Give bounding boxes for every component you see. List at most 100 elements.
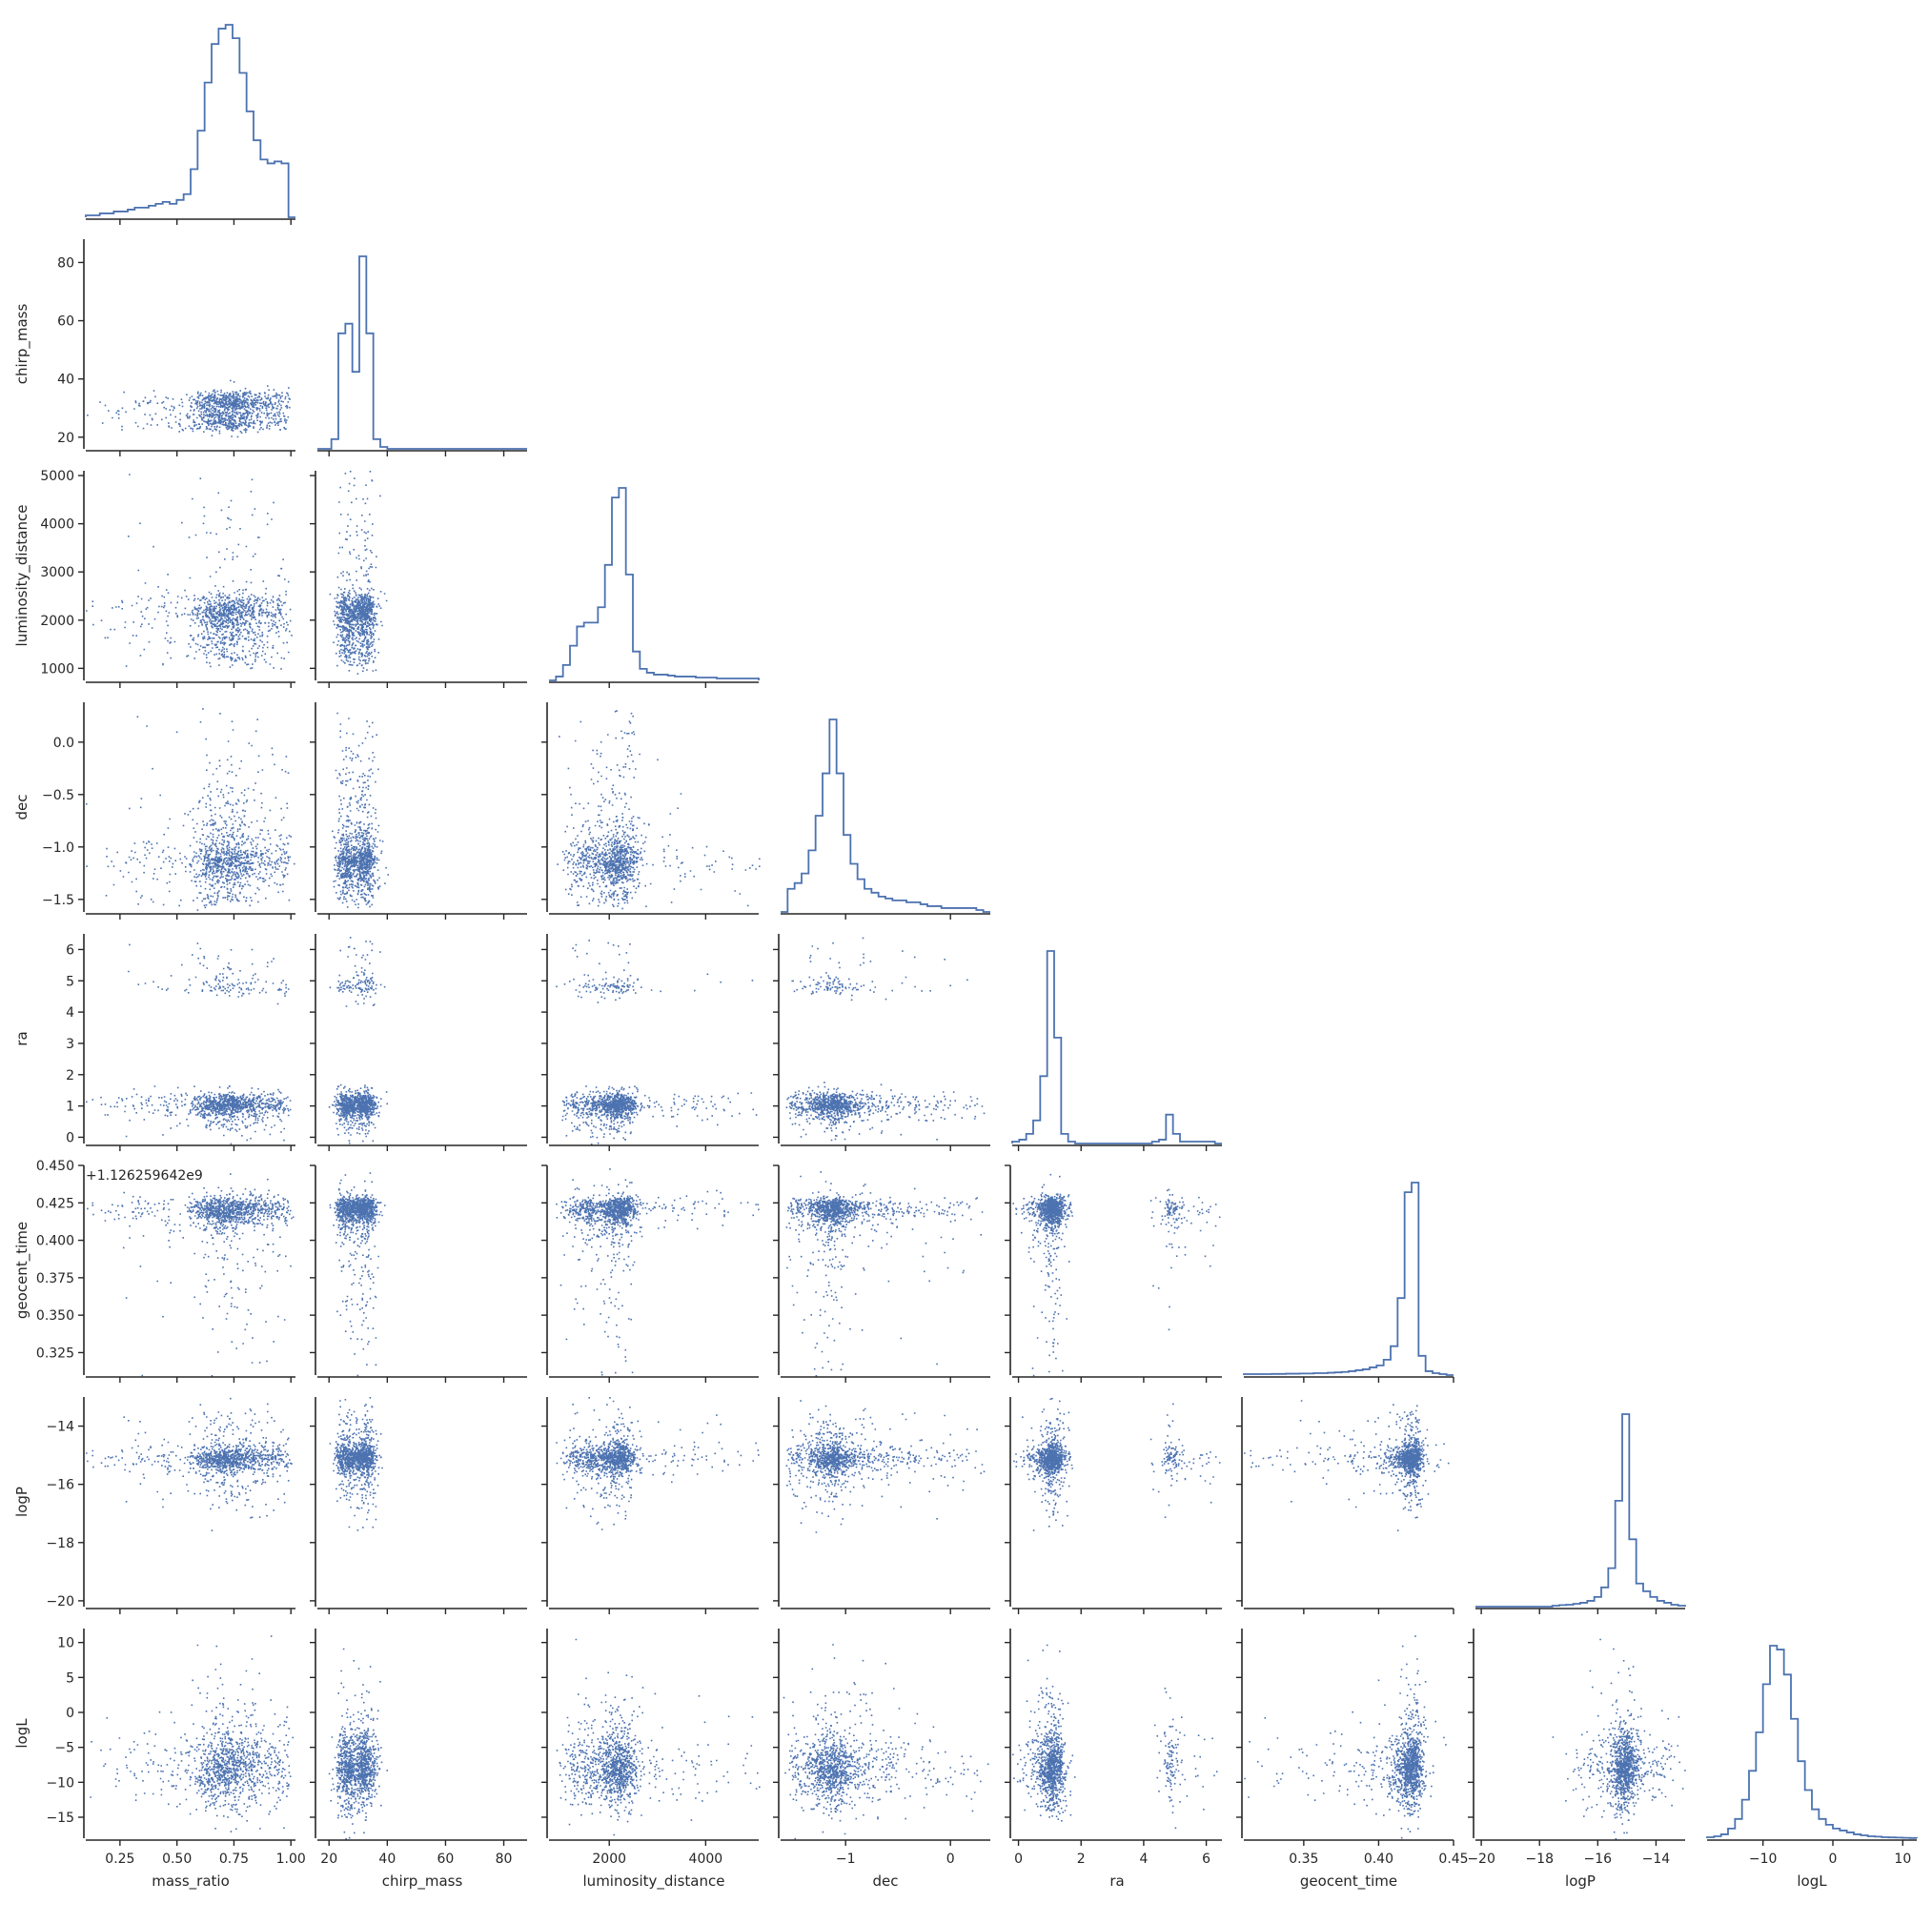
x-tick-label: 1.00 — [276, 1852, 306, 1867]
y-tick-label: −18 — [46, 1536, 74, 1551]
scatter-dec-logL — [783, 1644, 989, 1840]
scatter-points — [86, 474, 293, 670]
panel-mass_ratio-mass_ratio — [86, 218, 295, 225]
scatter-points — [329, 471, 388, 675]
y-tick-label: −14 — [46, 1420, 74, 1435]
y-tick-label: 1 — [66, 1100, 74, 1115]
scatter-luminosity_distance-logL — [556, 1638, 761, 1836]
scatter-luminosity_distance-ra — [556, 940, 758, 1145]
ylabel-luminosity_distance: luminosity_distance — [13, 505, 31, 647]
y-tick-label: 80 — [57, 255, 74, 271]
x-tick-label: 20 — [320, 1852, 337, 1867]
scatter-chirp_mass-luminosity_distance — [329, 471, 388, 675]
scatter-points — [86, 708, 295, 911]
hist-logP — [1475, 1413, 1686, 1608]
histogram-layer — [85, 24, 1918, 1839]
scatter-logP-logL — [1552, 1638, 1686, 1840]
scatter-points — [785, 1400, 986, 1533]
y-tick-label: 0.450 — [36, 1159, 74, 1174]
y-tick-label: 5 — [66, 1670, 74, 1686]
panel-chirp_mass-luminosity_distance — [310, 471, 527, 688]
axes-layer: 20406080chirp_mass10002000300040005000lu… — [13, 218, 1917, 1891]
x-tick-label: 0 — [1014, 1852, 1023, 1867]
panel-dec-ra — [773, 934, 990, 1151]
ylabel-ra: ra — [13, 1031, 31, 1045]
scatter-chirp_mass-ra — [328, 937, 388, 1144]
y-tick-label: −5 — [54, 1741, 74, 1756]
x-tick-label: −10 — [1749, 1852, 1778, 1867]
scatter-points — [556, 1168, 760, 1376]
panel-chirp_mass-ra — [310, 934, 527, 1151]
y-tick-label: 0 — [66, 1130, 74, 1145]
x-tick-label: 0.35 — [1289, 1852, 1318, 1867]
scatter-points — [556, 1638, 761, 1836]
y-tick-label: 20 — [57, 431, 74, 446]
y-tick-label: −1.0 — [42, 840, 74, 856]
scatter-chirp_mass-geocent_time — [329, 1172, 386, 1377]
panel-mass_ratio-logL: 0.25 0.50 0.75 1.00 −15 −10 −5 0 5 10 mass_ratio lo… — [13, 1629, 306, 1891]
scatter-points — [1244, 1400, 1450, 1531]
scatter-mass_ratio-logP — [86, 1397, 293, 1531]
scatter-chirp_mass-logP — [329, 1397, 383, 1531]
xlabel-logP: logP — [1565, 1872, 1596, 1890]
scatter-ra-logL — [1012, 1644, 1218, 1830]
hist-mass_ratio — [85, 24, 295, 218]
xlabel-mass_ratio: mass_ratio — [152, 1872, 230, 1891]
x-tick-label: 0.40 — [1364, 1852, 1393, 1867]
scatter-dec-geocent_time — [785, 1171, 984, 1377]
y-tick-label: 0.0 — [53, 736, 74, 751]
scatter-points — [1244, 1635, 1447, 1839]
panel-chirp_mass-logL: 20 40 60 80 chirp_mass — [310, 1629, 527, 1891]
scatter-mass_ratio-luminosity_distance — [86, 474, 293, 670]
panel-luminosity_distance-luminosity_distance — [549, 681, 759, 688]
panel-logL-logL: −10 0 10 logL — [1707, 1839, 1917, 1890]
x-tick-label: 6 — [1202, 1852, 1210, 1867]
hist-dec — [781, 719, 990, 913]
y-tick-label: −15 — [46, 1811, 74, 1826]
x-tick-label: 10 — [1894, 1852, 1911, 1867]
scatter-points — [556, 940, 758, 1145]
x-tick-label: 60 — [437, 1852, 455, 1867]
scatter-points — [1012, 1173, 1221, 1377]
y-tick-label: 0 — [66, 1706, 74, 1721]
scatter-mass_ratio-dec — [86, 708, 295, 911]
y-tick-label: 5 — [66, 974, 74, 989]
scatter-points — [1013, 1397, 1221, 1531]
panel-dec-logP — [773, 1397, 990, 1614]
panel-chirp_mass-chirp_mass — [317, 450, 527, 456]
hist-ra — [1011, 950, 1222, 1144]
ylabel-logL: logL — [13, 1718, 31, 1749]
scatter-mass_ratio-chirp_mass — [87, 379, 291, 438]
x-tick-label: 0.50 — [162, 1852, 192, 1867]
x-tick-label: 2 — [1077, 1852, 1086, 1867]
scatter-geocent_time-logL — [1244, 1635, 1447, 1839]
scatter-mass_ratio-geocent_time — [87, 1173, 295, 1377]
x-tick-label: 0.25 — [105, 1852, 134, 1867]
panel-ra-logP — [1005, 1397, 1222, 1614]
y-tick-label: 3 — [66, 1037, 74, 1052]
scatter-mass_ratio-ra — [86, 942, 292, 1145]
scatter-points — [785, 937, 986, 1142]
y-tick-label: −10 — [46, 1775, 74, 1791]
x-tick-label: −14 — [1642, 1852, 1671, 1867]
panel-dec-logL: −1 0 dec — [773, 1629, 990, 1890]
x-tick-label: 0.45 — [1438, 1852, 1468, 1867]
panel-ra-logL: 0 2 4 6 ra — [1005, 1629, 1222, 1890]
panel-chirp_mass-logP — [310, 1397, 527, 1614]
panel-mass_ratio-chirp_mass: 20 40 60 80 chirp_mass — [13, 239, 295, 456]
ylabel-logP: logP — [13, 1487, 31, 1517]
scatter-points — [1012, 1644, 1218, 1830]
scatter-points — [557, 710, 761, 910]
panel-mass_ratio-logP: −20 −18 −16 −14 logP — [13, 1397, 295, 1614]
y-tick-label: −1.5 — [42, 893, 74, 908]
panel-geocent_time-logL: 0.35 0.40 0.45 geocent_time — [1236, 1629, 1469, 1891]
x-tick-label: 2000 — [592, 1852, 626, 1867]
hist-geocent_time — [1243, 1182, 1454, 1376]
panel-geocent_time-logP — [1236, 1397, 1454, 1614]
y-tick-label: 0.325 — [36, 1346, 74, 1361]
panel-chirp_mass-dec — [310, 702, 527, 920]
xlabel-geocent_time: geocent_time — [1300, 1872, 1397, 1891]
scatter-chirp_mass-logL — [328, 1648, 388, 1840]
panel-mass_ratio-dec: −1.5 −1.0 −0.5 0.0 dec — [13, 702, 295, 920]
panel-ra-ra — [1012, 1144, 1222, 1151]
